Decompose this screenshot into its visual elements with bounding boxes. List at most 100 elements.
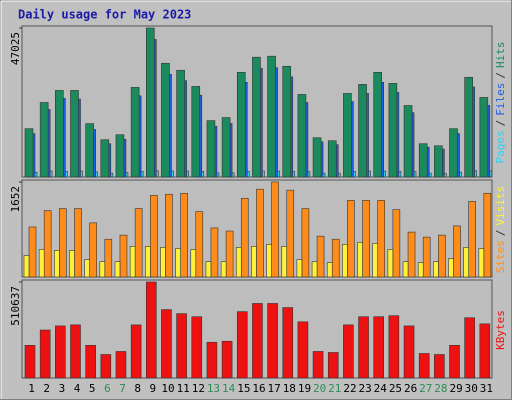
bar	[464, 317, 475, 379]
bar	[59, 208, 67, 278]
bar	[282, 307, 294, 379]
bar	[191, 316, 203, 379]
x-tick-label: 27	[419, 382, 432, 395]
x-tick-label: 2	[43, 382, 50, 395]
legend-separator: /	[494, 230, 507, 237]
bar	[119, 234, 128, 278]
bar	[115, 351, 127, 379]
x-tick-label: 28	[434, 382, 447, 395]
bar	[55, 90, 64, 178]
bar	[190, 249, 197, 278]
bar	[271, 181, 279, 278]
chart-title: Daily usage for May 2023	[18, 8, 191, 22]
bar	[347, 200, 355, 278]
bar	[266, 244, 272, 278]
bar	[145, 27, 155, 178]
x-tick-label: 6	[104, 382, 111, 395]
bar	[70, 324, 81, 379]
bar	[39, 102, 49, 178]
bar	[221, 340, 233, 379]
x-tick-label: 22	[343, 382, 356, 395]
bar	[479, 323, 491, 379]
x-tick-label: 10	[161, 382, 174, 395]
bar	[100, 139, 110, 178]
bar	[479, 97, 489, 178]
x-tick-label: 29	[449, 382, 462, 395]
bar	[24, 345, 36, 379]
bar	[311, 261, 318, 278]
bar	[327, 352, 339, 379]
x-tick-label: 25	[389, 382, 402, 395]
x-tick-label: 4	[74, 382, 81, 395]
bar	[402, 261, 409, 278]
bar	[417, 262, 424, 278]
legend-entry: Sites	[494, 240, 507, 273]
bar	[176, 313, 187, 379]
x-tick-label: 9	[150, 382, 157, 395]
bar	[312, 351, 324, 379]
bar	[403, 325, 415, 379]
bar	[267, 55, 276, 178]
bar	[358, 316, 369, 379]
x-tick-label: 16	[252, 382, 265, 395]
legend: Pages / Files / Hits	[494, 42, 507, 164]
bar	[100, 354, 112, 379]
x-tick-label: 8	[134, 382, 141, 395]
bar	[312, 137, 322, 178]
bar	[464, 77, 473, 178]
bar	[327, 140, 337, 178]
bar	[358, 84, 367, 178]
bar	[104, 238, 113, 278]
bar	[195, 211, 204, 278]
legend-entry: Files	[494, 83, 507, 116]
bar	[373, 72, 383, 178]
bar	[256, 188, 264, 278]
bar	[388, 315, 400, 379]
y-tick-label: 47025	[9, 32, 22, 65]
legend-entry: Visits	[494, 186, 507, 226]
legend-entry: Pages	[494, 130, 507, 163]
bar	[252, 56, 261, 178]
bar	[85, 123, 94, 178]
bar	[372, 243, 379, 278]
bar	[54, 250, 60, 278]
bar	[434, 145, 443, 178]
bar	[357, 241, 363, 278]
bar	[39, 329, 51, 379]
bar	[161, 309, 172, 379]
x-tick-label: 26	[404, 382, 417, 395]
bar	[114, 261, 121, 278]
bar	[55, 325, 66, 379]
bar	[175, 248, 181, 278]
bar	[448, 258, 454, 278]
bar	[296, 259, 303, 278]
x-tick-label: 20	[313, 382, 326, 395]
bar	[144, 246, 151, 278]
bar	[478, 248, 485, 278]
bar	[43, 210, 52, 278]
bar	[433, 261, 439, 278]
bar	[24, 128, 34, 178]
x-tick-label: 30	[465, 382, 478, 395]
bar	[449, 345, 460, 379]
bar	[236, 72, 246, 178]
legend: KBytes	[494, 310, 507, 350]
bar	[69, 250, 75, 278]
bar	[392, 209, 401, 278]
bar	[483, 192, 492, 278]
bar	[191, 86, 201, 178]
x-tick-label: 31	[480, 382, 493, 395]
bar	[165, 193, 173, 278]
bar	[180, 192, 188, 278]
bar	[225, 230, 234, 278]
legend-separator: /	[494, 72, 507, 79]
bar	[220, 261, 227, 278]
bar	[331, 238, 340, 278]
bar	[221, 117, 231, 178]
bar	[343, 93, 352, 178]
x-tick-label: 7	[119, 382, 126, 395]
bar	[422, 236, 431, 278]
bar	[373, 316, 385, 379]
bar	[388, 83, 398, 178]
